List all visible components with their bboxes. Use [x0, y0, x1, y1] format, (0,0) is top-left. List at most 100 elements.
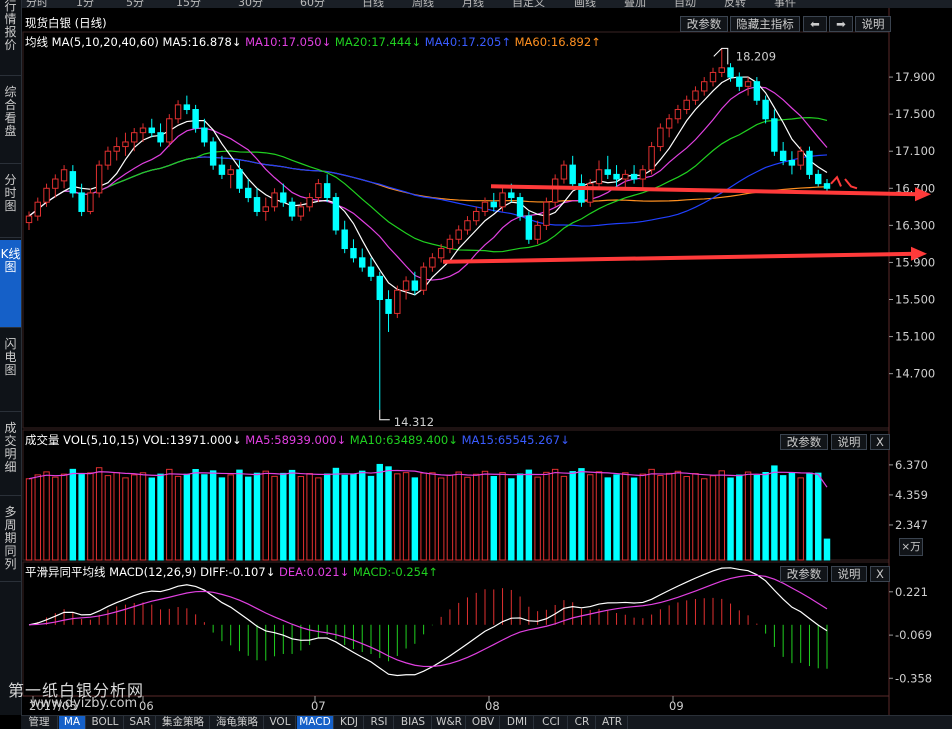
candle-body [262, 206, 269, 212]
high-marker-line [713, 47, 729, 65]
candle-body [245, 187, 252, 199]
volume-bar [692, 473, 699, 561]
scroll-left-button[interactable]: ⬅ [803, 16, 827, 32]
period-tab[interactable]: 日线 [362, 0, 384, 8]
period-tab[interactable]: 60分 [300, 0, 325, 8]
volume-bar [815, 472, 822, 561]
candle-body [350, 248, 357, 259]
indicator-tab[interactable]: SAR [125, 716, 156, 729]
period-tab[interactable]: 30分 [238, 0, 263, 8]
vol-help-button[interactable]: 说明 [831, 434, 867, 450]
sidebar-item-1[interactable]: 综合看盘 [0, 78, 21, 164]
period-tab[interactable]: 自动 [674, 0, 696, 8]
candle-body [525, 215, 533, 240]
kline-help-button[interactable]: 说明 [855, 16, 891, 32]
volume-bar [288, 469, 296, 561]
sidebar-item-4[interactable]: 闪电图 [0, 330, 21, 412]
indicator-tab[interactable]: BIAS [395, 716, 432, 729]
indicator-tab[interactable]: CR [569, 716, 596, 729]
sidebar-item-5[interactable]: 成交明细 [0, 414, 21, 496]
candle-body [148, 127, 155, 134]
period-tab[interactable]: 15分 [176, 0, 201, 8]
period-tab[interactable]: 1分 [76, 0, 94, 8]
candle-body [367, 266, 375, 277]
candle-body [332, 197, 340, 231]
volume-bar [367, 475, 375, 561]
indicator-tab[interactable]: 管理 [21, 716, 58, 729]
candle-body [771, 118, 778, 152]
candle-body [227, 169, 234, 175]
macd-diff-line [28, 567, 828, 677]
vol-close-button[interactable]: X [870, 434, 890, 450]
price-tick-label: 15.900 [895, 255, 935, 269]
period-tab[interactable]: 自定义 [512, 0, 545, 8]
volume-bar [727, 477, 734, 561]
hide-indicator-button[interactable]: 隐藏主指标 [730, 16, 800, 32]
indicator-tab[interactable]: MA [59, 716, 86, 729]
volume-bar [534, 476, 541, 561]
indicator-tab[interactable]: 海龟策略 [211, 716, 264, 729]
period-tab[interactable]: 分时 [26, 0, 48, 8]
sidebar-item-2[interactable]: 分时图 [0, 166, 21, 238]
candle-body [288, 201, 296, 217]
sidebar-item-3[interactable]: K线图 [0, 240, 21, 328]
ma60-line [28, 156, 828, 217]
period-tab[interactable]: 月线 [462, 0, 484, 8]
candle-body [779, 150, 787, 161]
kline-params-button[interactable]: 改参数 [680, 16, 728, 32]
volume-bar [359, 470, 366, 561]
ma60-arrow: ↑ [591, 35, 601, 49]
period-tab[interactable]: 周线 [412, 0, 434, 8]
volume-bar [87, 472, 94, 561]
period-tab[interactable]: 画线 [574, 0, 596, 8]
macd-close-button[interactable]: X [870, 566, 890, 582]
sidebar-item-label: 行情报价 [4, 0, 17, 52]
vol-arrow: ↓ [232, 433, 242, 447]
indicator-tab[interactable]: MACD [297, 716, 334, 729]
indicator-tab[interactable]: OBV [467, 716, 500, 729]
candle-body [341, 229, 348, 250]
period-tab[interactable]: 5分 [126, 0, 144, 8]
vol-ma15: MA15:65545.267 [461, 433, 561, 447]
period-tab[interactable]: 反转 [724, 0, 746, 8]
candle-body [218, 164, 226, 175]
sidebar-item-6[interactable]: 多周期同列 [0, 498, 21, 582]
low-marker-line [379, 409, 390, 421]
period-tab[interactable]: 叠加 [624, 0, 646, 8]
volume-bar [183, 473, 191, 561]
candle-body [701, 81, 708, 92]
candle-body [402, 280, 410, 291]
indicator-tab[interactable]: CCI [535, 716, 568, 729]
chart-svg: 17.90017.50017.10016.70016.30015.90015.5… [22, 8, 935, 715]
indicator-tab[interactable]: DMI [501, 716, 534, 729]
indicator-tab[interactable]: VOL [265, 716, 296, 729]
vol-ma15-arrow: ↓ [560, 433, 570, 447]
vol-params-button[interactable]: 改参数 [780, 434, 828, 450]
indicator-tab[interactable]: ATR [597, 716, 628, 729]
candle-body [595, 169, 603, 185]
candle-body [744, 81, 752, 87]
period-tab[interactable]: 事件 [774, 0, 796, 8]
volume-bar [508, 478, 515, 561]
dea-arrow: ↓ [339, 565, 350, 579]
macd-tick-label: -0.069 [895, 628, 932, 642]
indicator-tab[interactable]: W&R [433, 716, 466, 729]
candle-body [788, 159, 796, 166]
sidebar-item-label: 综合看盘 [4, 85, 17, 138]
volume-ma-line [28, 469, 828, 488]
candle-body [122, 141, 129, 148]
indicator-tab[interactable]: 集金策略 [157, 716, 210, 729]
candle-body [753, 81, 761, 101]
indicator-tab[interactable]: KDJ [335, 716, 364, 729]
sidebar-item-0[interactable]: 行情报价 [0, 0, 21, 76]
volume-bar [657, 474, 664, 561]
macd-help-button[interactable]: 说明 [831, 566, 867, 582]
sidebar-item-label: 多周期同列 [4, 505, 17, 571]
scroll-right-button[interactable]: ➡ [829, 16, 853, 32]
macd-params-button[interactable]: 改参数 [780, 566, 828, 582]
volume-bar [665, 472, 673, 561]
diff-arrow: ↓ [265, 565, 276, 579]
candle-body [166, 118, 173, 143]
indicator-tab[interactable]: BOLL [87, 716, 124, 729]
indicator-tab[interactable]: RSI [365, 716, 394, 729]
